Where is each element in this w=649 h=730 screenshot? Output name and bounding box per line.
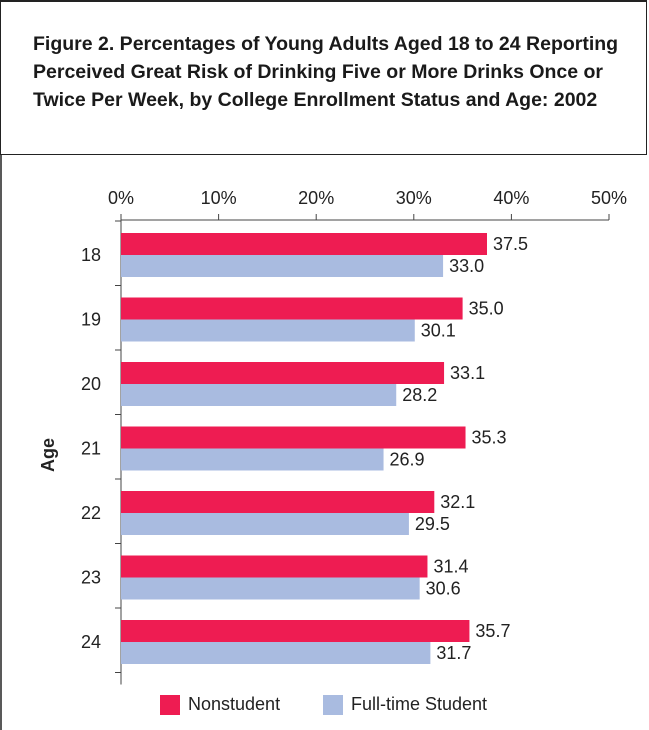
bar-layer: [121, 233, 487, 664]
data-label: 29.5: [415, 514, 450, 534]
data-label: 30.6: [426, 579, 461, 599]
data-label: 32.1: [440, 492, 475, 512]
y-axis-label: Age: [38, 438, 58, 472]
data-label: 26.9: [390, 450, 425, 470]
y-tick-label: 22: [81, 503, 101, 523]
y-tick-label: 20: [81, 374, 101, 394]
legend-label-nonstudent: Nonstudent: [188, 694, 281, 714]
bar-full-time-student: [121, 577, 420, 600]
legend-item-nonstudent: Nonstudent: [160, 694, 280, 715]
legend-item-full-time-student: Full-time Student: [323, 694, 487, 715]
data-label: 35.0: [469, 299, 504, 319]
bar-full-time-student: [121, 642, 431, 664]
data-label: 30.1: [421, 321, 456, 341]
bar-nonstudent: [121, 297, 463, 320]
x-tick-label: 20%: [298, 188, 334, 208]
bar-full-time-student: [121, 513, 409, 535]
y-tick-label: 21: [81, 439, 101, 459]
legend-label-full-time-student: Full-time Student: [351, 694, 488, 714]
bar-full-time-student: [121, 319, 415, 342]
axis-layer: 0% 10% 20% 30% 40% 50%: [108, 188, 627, 685]
bar-nonstudent: [121, 362, 445, 384]
bar-full-time-student: [121, 384, 397, 406]
x-tick-label: 0%: [108, 188, 134, 208]
bar-nonstudent: [121, 555, 428, 578]
data-label: 28.2: [402, 385, 437, 405]
x-tick-label: 40%: [493, 188, 529, 208]
label-layer: 18 37.5 33.0 19 35.0 30.1 20 33.1 28.2 21 35.3 26.9…: [81, 234, 528, 663]
bar-nonstudent: [121, 426, 466, 449]
data-label: 33.1: [450, 363, 485, 383]
bar-full-time-student: [121, 448, 384, 471]
data-label: 33.0: [449, 256, 484, 276]
data-label: 37.5: [493, 234, 528, 254]
chart-title: Figure 2. Percentages of Young Adults Ag…: [33, 33, 619, 111]
x-tick-label: 50%: [591, 188, 627, 208]
x-tick-label: 30%: [396, 188, 432, 208]
legend-swatch-full-time-student: [323, 694, 343, 715]
data-label: 31.4: [433, 557, 468, 577]
data-label: 35.7: [475, 621, 510, 641]
y-tick-label: 24: [81, 632, 101, 652]
data-label: 31.7: [436, 643, 471, 663]
data-label: 35.3: [472, 428, 507, 448]
legend-swatch-nonstudent: [160, 694, 180, 715]
y-tick-label: 18: [81, 245, 101, 265]
bar-full-time-student: [121, 255, 444, 277]
x-tick-label: 10%: [201, 188, 237, 208]
bar-nonstudent: [121, 233, 487, 255]
bar-nonstudent: [121, 620, 470, 642]
title-box: Figure 2. Percentages of Young Adults Ag…: [0, 0, 647, 155]
bar-nonstudent: [121, 491, 435, 513]
y-tick-label: 23: [81, 568, 101, 588]
y-tick-label: 19: [81, 310, 101, 330]
